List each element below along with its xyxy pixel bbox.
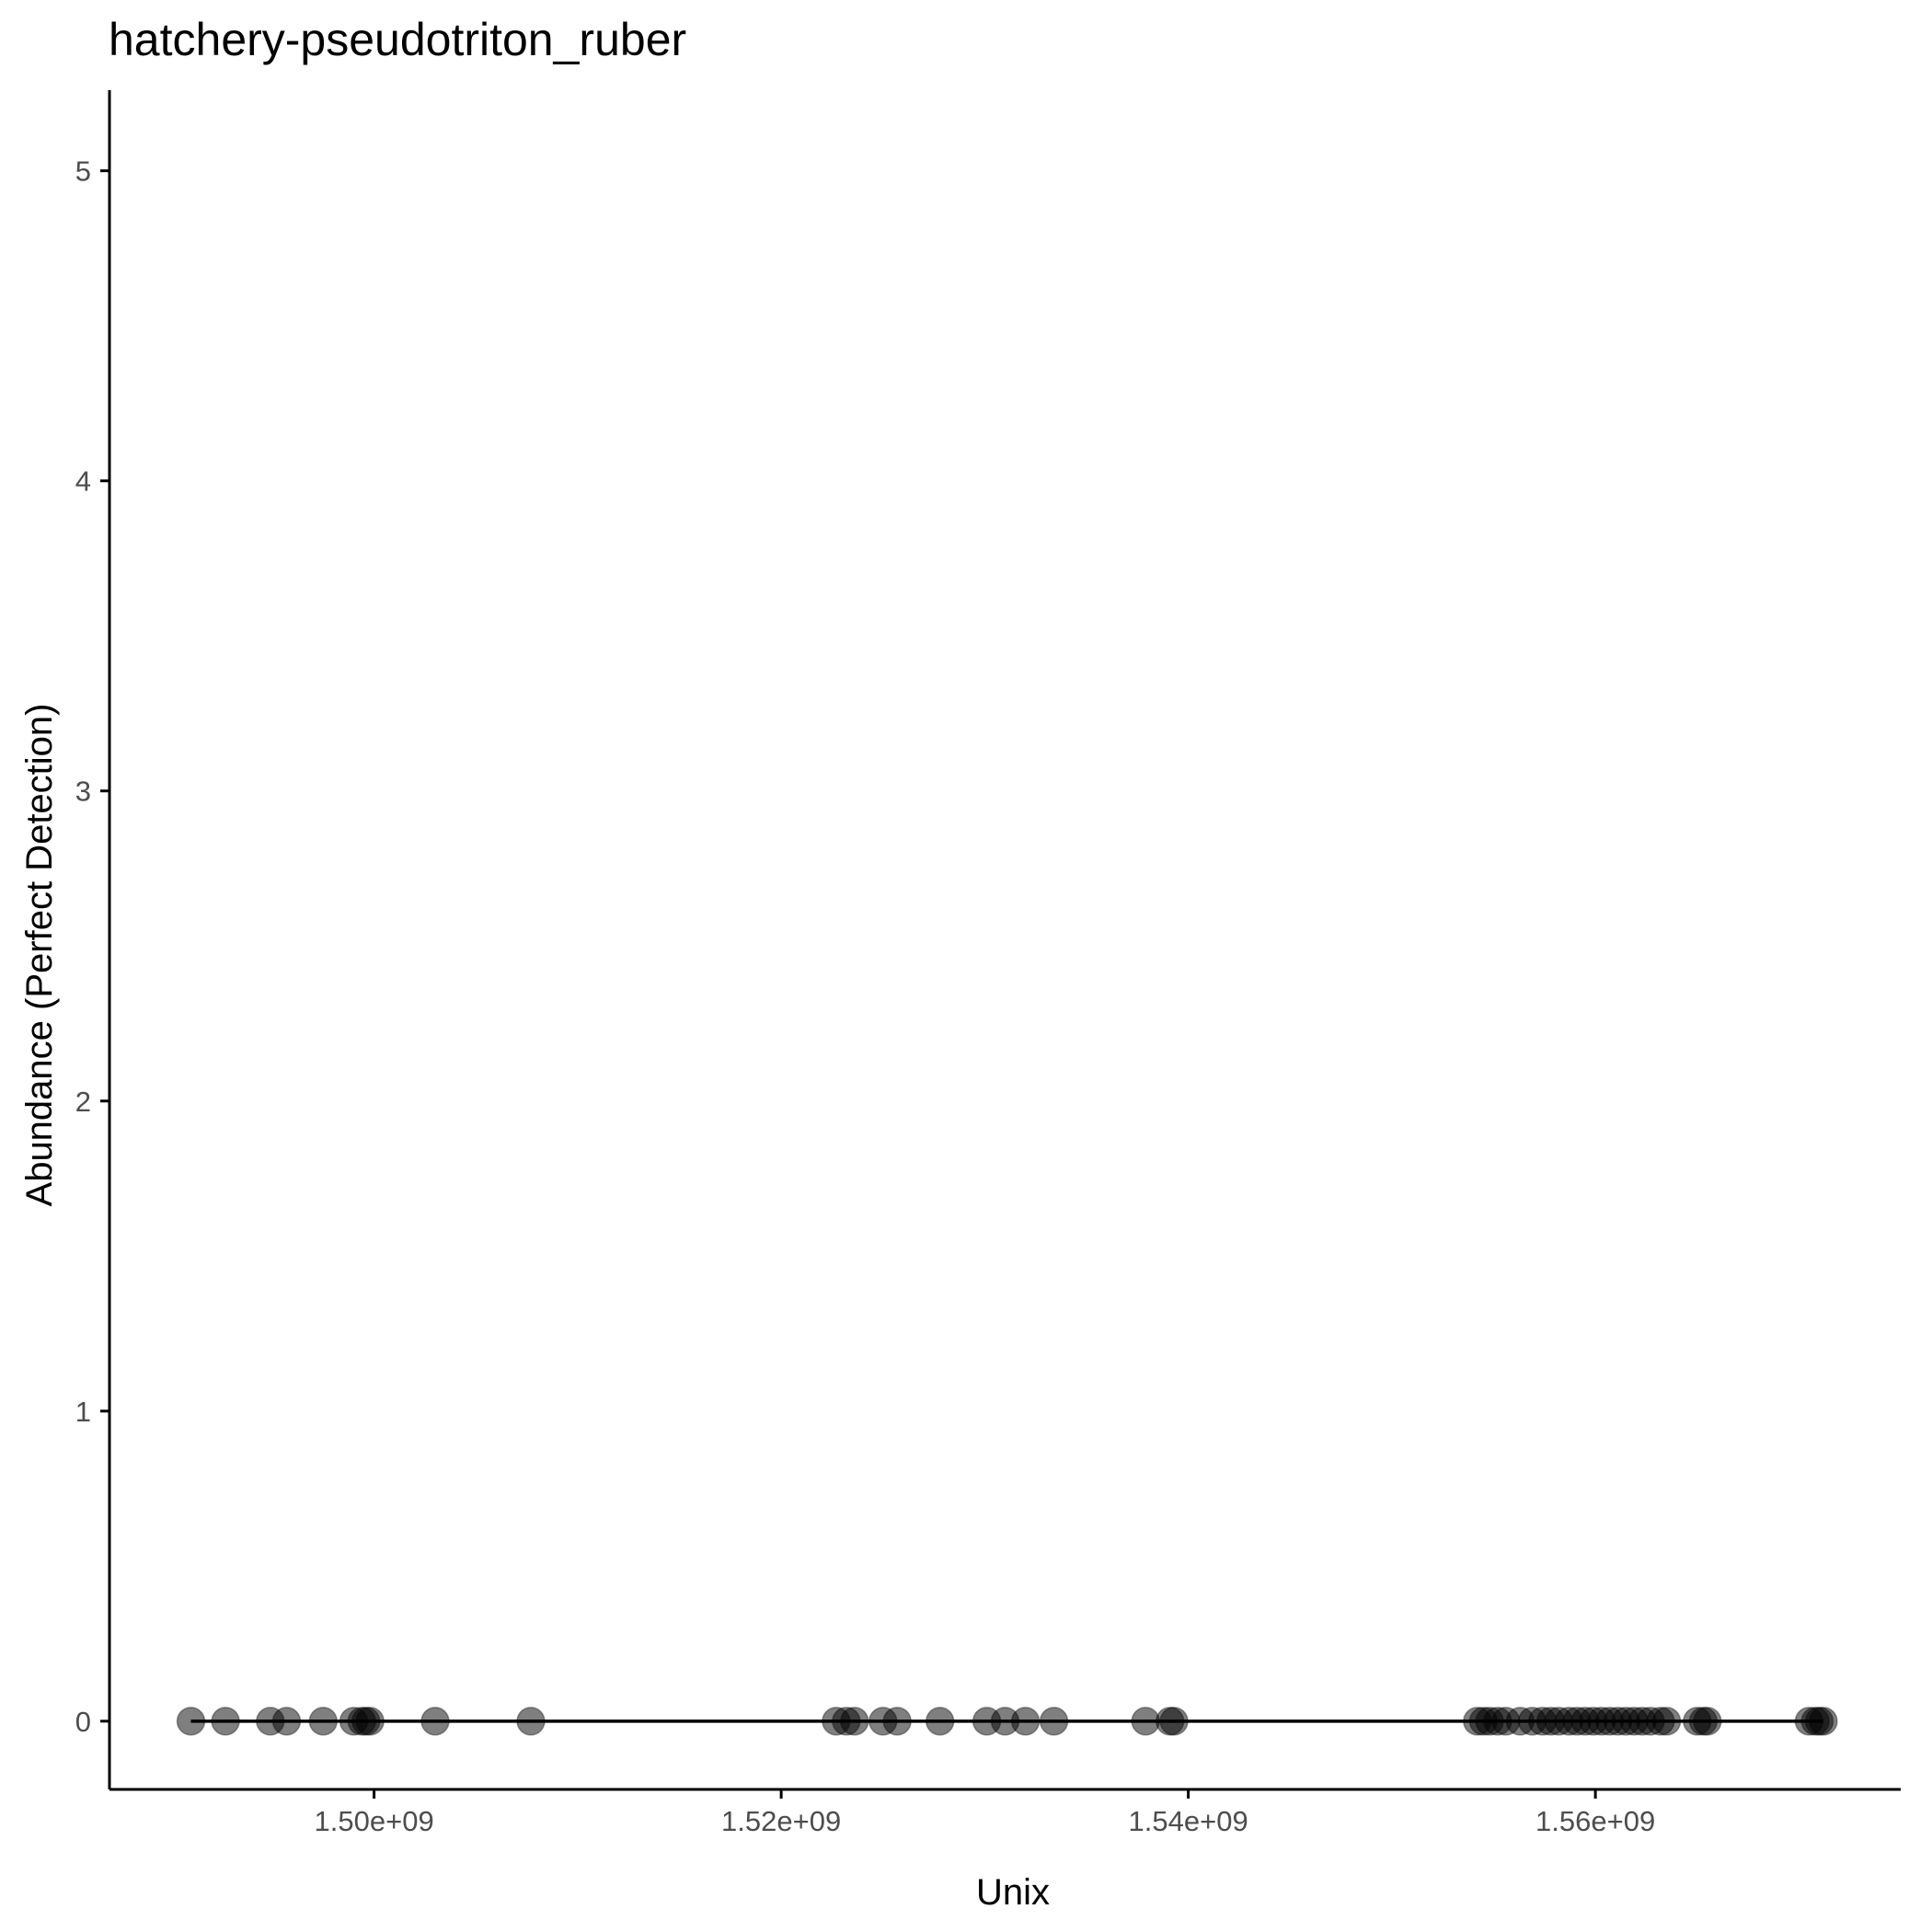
y-axis-title: Abundance (Perfect Detection) [19,704,60,1207]
x-axis-title: Unix [976,1872,1050,1913]
chart-title: hatchery-pseudotriton_ruber [109,14,686,65]
plot-area [176,1707,1838,1736]
y-tick-label: 4 [75,466,91,498]
x-tick-label: 1.50e+09 [315,1805,434,1837]
y-tick-label: 3 [75,776,91,808]
y-tick-label: 2 [75,1086,91,1118]
y-tick-label: 1 [75,1396,91,1428]
y-tick-label: 5 [75,155,91,188]
axes: 1.50e+09 1.52e+09 1.54e+09 1.56e+09 0 1 2 3 4 5 [75,90,1901,1837]
y-tick-label: 0 [75,1706,91,1738]
x-tick-label: 1.56e+09 [1535,1805,1655,1837]
x-tick-label: 1.54e+09 [1129,1805,1248,1837]
x-tick-label: 1.52e+09 [721,1805,841,1837]
